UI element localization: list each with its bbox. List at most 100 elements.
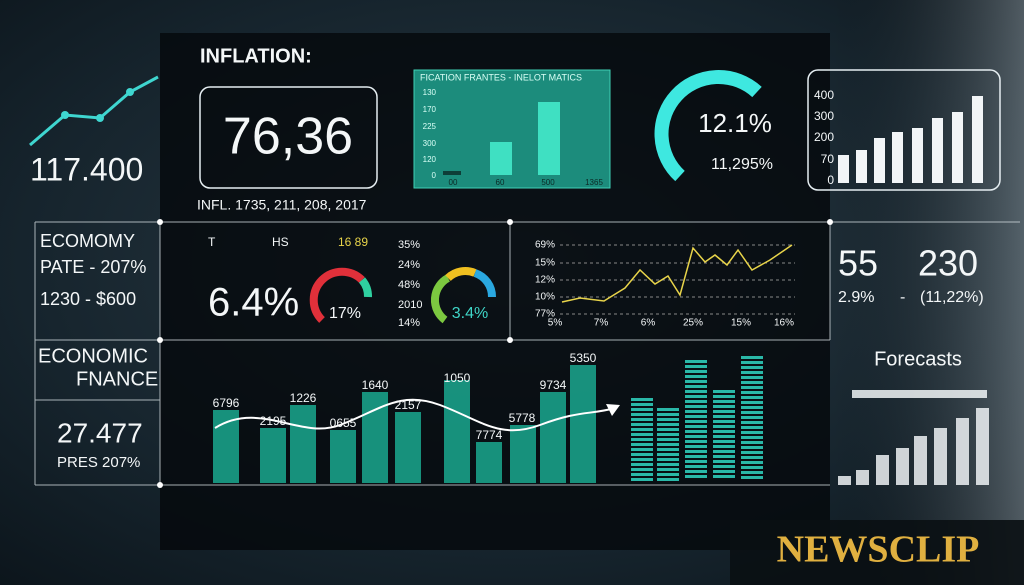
brand: NEWSCLIP	[777, 529, 980, 571]
teal-bar	[213, 410, 239, 483]
gauge-blue	[473, 269, 497, 298]
white-bar	[952, 112, 963, 183]
economy-label: 1230 - $600	[40, 289, 136, 309]
bar-label: 9734	[540, 378, 567, 392]
teal-bar	[330, 430, 356, 483]
white-bar	[932, 118, 943, 183]
list-item: 14%	[398, 317, 420, 329]
gauge-label: 3.4%	[452, 305, 488, 322]
dot-row	[657, 463, 679, 466]
list-item: 48%	[398, 279, 420, 291]
headline-value: 76,36	[223, 108, 353, 166]
dot-row	[685, 455, 707, 458]
teal-bar	[395, 412, 421, 483]
dot-row	[685, 430, 707, 433]
forecast-bar	[914, 436, 927, 485]
dot-row	[741, 416, 763, 419]
dot-row	[741, 451, 763, 454]
grid-nodes	[157, 219, 833, 488]
dot-row	[713, 465, 735, 468]
dot-row	[657, 453, 679, 456]
dot-row	[685, 390, 707, 393]
column-header: HS	[272, 235, 289, 249]
dot-row	[713, 460, 735, 463]
y-label: 300	[814, 109, 834, 123]
dot-row	[741, 371, 763, 374]
dot-row	[713, 430, 735, 433]
bar-label: 6796	[213, 396, 240, 410]
dot-row	[741, 411, 763, 414]
dot-row	[741, 446, 763, 449]
gauge-arc	[654, 70, 762, 182]
teal-bar	[476, 442, 502, 483]
teal-bars	[213, 365, 596, 483]
dot-row	[657, 458, 679, 461]
bar-label: 2157	[395, 398, 422, 412]
dot-row	[657, 413, 679, 416]
dot-row	[685, 465, 707, 468]
dot-row	[657, 478, 679, 481]
summary-detail: 2.9%	[838, 289, 874, 306]
dot-row	[631, 423, 653, 426]
dot-row	[657, 443, 679, 446]
dot-row	[631, 398, 653, 401]
dot-row	[713, 435, 735, 438]
teal-bar	[290, 405, 316, 483]
labels: INFLATION: 76,36 INFL. 1735, 211, 208, 201…	[30, 45, 984, 570]
dot-row	[741, 396, 763, 399]
dot-row	[713, 415, 735, 418]
teal-bar	[260, 428, 286, 483]
forecast-bar	[956, 418, 969, 485]
left-headline: 117.400	[30, 151, 143, 187]
trend-dots	[61, 88, 134, 122]
forecast-line	[852, 390, 987, 398]
dot-row	[713, 470, 735, 473]
dot-row	[713, 410, 735, 413]
dot-row	[657, 468, 679, 471]
y-label: 130	[423, 88, 437, 97]
stat: 27.477	[57, 417, 143, 448]
trend-curve	[214, 398, 616, 432]
dot-row	[657, 428, 679, 431]
y-label: 0	[827, 173, 834, 187]
dot-row	[631, 438, 653, 441]
gauge-green-2	[430, 274, 451, 324]
dot-row	[741, 456, 763, 459]
dot-row	[631, 413, 653, 416]
economy-label: PATE - 207%	[40, 257, 146, 277]
dot-row	[631, 418, 653, 421]
dot-row	[741, 406, 763, 409]
dot-row	[713, 475, 735, 478]
dot-row	[657, 418, 679, 421]
y-label: 400	[814, 88, 834, 102]
dot-row	[685, 405, 707, 408]
gauge-green	[358, 277, 372, 298]
dot-row	[741, 381, 763, 384]
y-label: 10%	[535, 292, 555, 303]
gauge-value: 12.1%	[698, 108, 772, 138]
dot-row	[685, 425, 707, 428]
dot-row	[685, 445, 707, 448]
dot-row	[713, 405, 735, 408]
dot-row	[741, 391, 763, 394]
brand-box	[730, 520, 1024, 585]
x-label: 15%	[731, 318, 751, 329]
summary-value: 230	[918, 243, 978, 284]
white-bar-panel	[807, 69, 1001, 191]
y-label: 12%	[535, 275, 555, 286]
y-label: 225	[423, 122, 437, 131]
y-label: 69%	[535, 240, 555, 251]
white-bar	[838, 155, 849, 183]
dot-row	[631, 463, 653, 466]
bar-label: 1050	[444, 371, 471, 385]
summary-value: 55	[838, 243, 878, 284]
summary-detail: -	[900, 289, 905, 306]
dot-row	[713, 395, 735, 398]
list-item: 24%	[398, 259, 420, 271]
gauge-label: 17%	[329, 305, 361, 322]
caption: INFL. 1735, 211, 208, 2017	[197, 197, 367, 213]
bar-label: 2195	[260, 414, 287, 428]
dot-row	[631, 473, 653, 476]
forecast-bar	[934, 428, 947, 485]
